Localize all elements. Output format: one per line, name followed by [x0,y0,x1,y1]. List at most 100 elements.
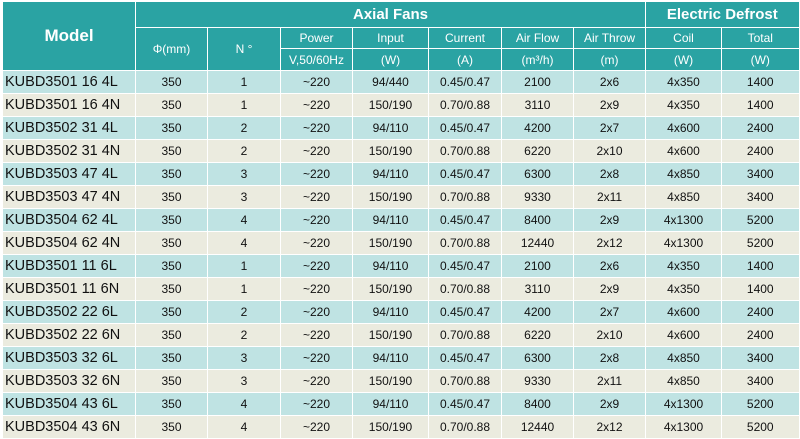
coil-cell: 4x350 [645,277,722,301]
model-cell: KUBD3502 22 6N [2,323,136,347]
input-cell: 150/190 [352,277,429,301]
number-cell: 1 [207,254,281,278]
table-row: KUBD3502 31 4L 350 2 ~220 94/110 0.45/0.47 420… [2,116,799,140]
air-throw-cell: 2x10 [572,139,646,163]
input-cell: 150/190 [352,185,429,209]
total-cell: 5200 [721,392,799,416]
air-throw-cell: 2x7 [572,116,646,140]
coil-cell: 4x600 [645,139,722,163]
coil-cell: 4x600 [645,323,722,347]
power-unit: V,50/60Hz [280,48,353,71]
diameter-cell: 350 [135,392,208,416]
table-row: KUBD3504 62 4N 350 4 ~220 150/190 0.70/0.88 12… [2,231,799,255]
input-unit: (W) [352,48,429,71]
total-header: Total [721,27,799,49]
number-cell: 3 [207,185,281,209]
number-cell: 2 [207,323,281,347]
current-cell: 0.70/0.88 [428,415,502,439]
air-flow-cell: 9330 [501,185,574,209]
power-cell: ~220 [280,93,353,117]
number-cell: 2 [207,116,281,140]
current-cell: 0.70/0.88 [428,277,502,301]
coil-cell: 4x850 [645,346,722,370]
total-cell: 1400 [721,254,799,278]
input-cell: 150/190 [352,415,429,439]
input-cell: 94/110 [352,162,429,186]
total-cell: 2400 [721,116,799,140]
table-row: KUBD3503 32 6L 350 3 ~220 94/110 0.45/0.47 630… [2,346,799,370]
air-flow-cell: 12440 [501,231,574,255]
air-throw-cell: 2x6 [572,70,646,94]
total-cell: 3400 [721,346,799,370]
power-cell: ~220 [280,162,353,186]
power-cell: ~220 [280,323,353,347]
current-cell: 0.45/0.47 [428,70,502,94]
input-cell: 150/190 [352,369,429,393]
total-cell: 3400 [721,369,799,393]
power-cell: ~220 [280,116,353,140]
power-cell: ~220 [280,139,353,163]
current-cell: 0.70/0.88 [428,185,502,209]
current-cell: 0.70/0.88 [428,231,502,255]
total-cell: 5200 [721,415,799,439]
input-cell: 150/190 [352,93,429,117]
model-cell: KUBD3502 22 6L [2,300,136,324]
power-cell: ~220 [280,369,353,393]
total-cell: 3400 [721,185,799,209]
total-unit: (W) [721,48,799,71]
total-cell: 2400 [721,300,799,324]
table-row: KUBD3501 16 4L 350 1 ~220 94/440 0.45/0.47 210… [2,70,799,94]
total-cell: 2400 [721,323,799,347]
model-cell: KUBD3503 32 6N [2,369,136,393]
model-cell: KUBD3503 32 6L [2,346,136,370]
air-flow-cell: 8400 [501,392,574,416]
coil-cell: 4x600 [645,116,722,140]
table-row: KUBD3502 22 6N 350 2 ~220 150/190 0.70/0.88 62… [2,323,799,347]
current-cell: 0.45/0.47 [428,116,502,140]
power-cell: ~220 [280,208,353,232]
model-cell: KUBD3504 43 6N [2,415,136,439]
diameter-cell: 350 [135,139,208,163]
table-row: KUBD3501 11 6L 350 1 ~220 94/110 0.45/0.47 210… [2,254,799,278]
total-cell: 3400 [721,162,799,186]
air-throw-header: Air Throw [572,27,646,49]
air-flow-unit: (m³/h) [501,48,574,71]
power-cell: ~220 [280,415,353,439]
current-cell: 0.70/0.88 [428,93,502,117]
number-cell: 2 [207,300,281,324]
air-flow-cell: 2100 [501,254,574,278]
air-flow-cell: 4200 [501,300,574,324]
current-cell: 0.45/0.47 [428,346,502,370]
input-cell: 94/440 [352,70,429,94]
diameter-cell: 350 [135,277,208,301]
model-cell: KUBD3503 47 4L [2,162,136,186]
number-cell: 4 [207,392,281,416]
power-cell: ~220 [280,346,353,370]
air-throw-cell: 2x9 [572,277,646,301]
coil-cell: 4x850 [645,162,722,186]
model-cell: KUBD3504 62 4N [2,231,136,255]
total-cell: 5200 [721,208,799,232]
air-throw-cell: 2x8 [572,162,646,186]
table-body: KUBD3501 16 4L 350 1 ~220 94/440 0.45/0.47 210… [2,70,799,439]
input-cell: 150/190 [352,139,429,163]
model-header: Model [2,2,136,71]
table-row: KUBD3503 47 4L 350 3 ~220 94/110 0.45/0.47 630… [2,162,799,186]
air-flow-cell: 4200 [501,116,574,140]
total-cell: 2400 [721,139,799,163]
air-throw-cell: 2x11 [572,369,646,393]
input-header: Input [352,27,429,49]
diameter-cell: 350 [135,254,208,278]
model-cell: KUBD3501 11 6L [2,254,136,278]
air-flow-cell: 2100 [501,70,574,94]
table-row: KUBD3502 31 4N 350 2 ~220 150/190 0.70/0.88 62… [2,139,799,163]
diameter-cell: 350 [135,185,208,209]
input-cell: 94/110 [352,300,429,324]
current-cell: 0.45/0.47 [428,300,502,324]
air-flow-cell: 12440 [501,415,574,439]
power-cell: ~220 [280,231,353,255]
diameter-cell: 350 [135,346,208,370]
coil-header: Coil [645,27,722,49]
air-throw-cell: 2x9 [572,392,646,416]
input-cell: 94/110 [352,254,429,278]
